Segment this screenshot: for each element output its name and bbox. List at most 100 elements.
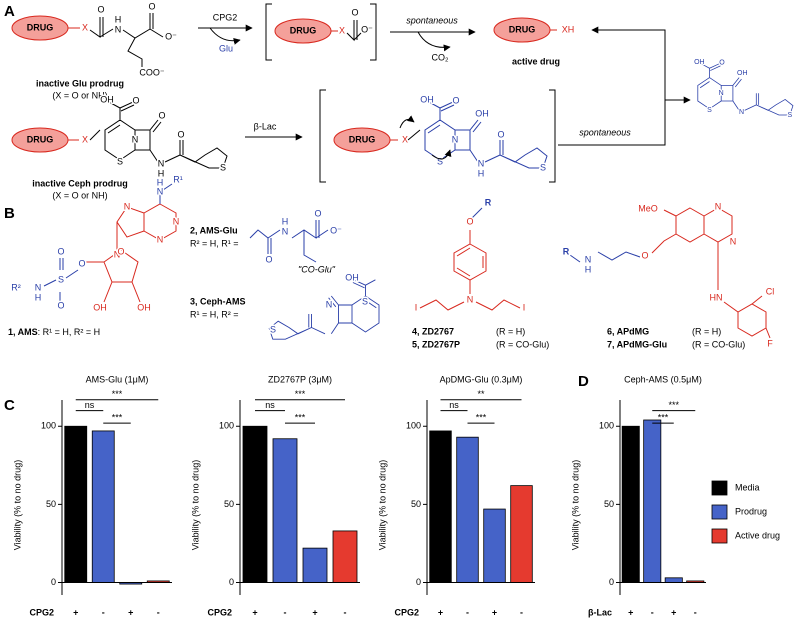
atom: N [157, 186, 164, 196]
atom: N [585, 254, 592, 264]
atom: O⁻ [361, 24, 373, 34]
x-tick-label: + [492, 607, 497, 617]
atom: N [715, 201, 722, 211]
atom: R¹ [173, 174, 183, 184]
atom: O [117, 246, 124, 256]
bar [456, 436, 479, 583]
significance-label: *** [295, 413, 306, 423]
atom: S [362, 296, 368, 306]
compound-name: 2, AMS-Glu [190, 225, 238, 235]
atom: N [158, 158, 165, 168]
atom: O [452, 95, 459, 105]
atom: N [115, 24, 122, 34]
y-tick-label: 0 [229, 577, 234, 587]
atom: N [467, 294, 474, 304]
drug-label: DRUG [290, 25, 317, 35]
step-label: spontaneous [406, 15, 458, 25]
atom: O [132, 95, 139, 105]
atom: MeO [638, 203, 658, 213]
y-axis-label: Viability (% to no drug) [570, 460, 580, 550]
compound-name: 5, ZD2767P [412, 339, 460, 349]
compound-name: 7, APdMG-Glu [607, 339, 667, 349]
compound-def: : R¹ = H, R² = H [38, 327, 101, 337]
x-tick-label: - [694, 607, 697, 617]
atom: O [78, 258, 85, 268]
atom: S [540, 162, 546, 172]
atom: O [148, 1, 155, 11]
bar [64, 425, 88, 583]
atom: OH [475, 108, 489, 118]
compound-name: 6, APdMG [607, 326, 649, 336]
zd2767-structure: O R N I I [413, 196, 527, 314]
glu-note: "CO-Glu" [298, 264, 336, 274]
atom: O [314, 208, 321, 218]
atom: N [730, 236, 737, 246]
x-tick-label: + [312, 607, 317, 617]
caption: (X = O or NH) [52, 190, 107, 200]
y-tick-label: 50 [46, 499, 56, 509]
x-tick-label: + [671, 607, 676, 617]
bar [664, 577, 683, 583]
y-tick-label: 100 [41, 421, 56, 431]
atom: N [452, 134, 459, 144]
panel-label: A [4, 3, 15, 20]
x-axis-label: β-Lac [588, 607, 612, 617]
significance-label: *** [112, 389, 123, 399]
glu-structure: O N H O O⁻ "CO-Glu" [249, 207, 344, 274]
x-axis-label: CPG2 [207, 607, 232, 617]
atom: O [497, 129, 504, 139]
atom: O [57, 246, 64, 256]
atom: N [132, 134, 139, 144]
step-label: spontaneous [579, 127, 631, 137]
atom: OH [137, 302, 151, 312]
carbamate-intermediate: DRUG X O O⁻ [265, 3, 377, 61]
atom: S [270, 324, 276, 334]
atom: O [466, 216, 473, 226]
glu-prodrug: DRUG X O N H O O⁻ COO⁻ inactive Glu prod… [11, 0, 179, 100]
chart-title: AMS-Glu (1μM) [86, 374, 149, 384]
significance-label: *** [295, 389, 306, 399]
atom: H [282, 216, 289, 226]
byproduct-label: CO₂ [432, 52, 450, 62]
atom: S [707, 107, 712, 114]
atom: H [158, 168, 165, 178]
x-tick-label: - [102, 607, 105, 617]
atom: O [57, 300, 64, 310]
atom: N [114, 249, 121, 259]
atom: OH [694, 59, 705, 66]
atom: OH [345, 272, 359, 282]
legend-swatch [711, 504, 728, 520]
y-axis-label: Viability (% to no drug) [377, 460, 387, 550]
atom: N [719, 90, 724, 97]
significance-label: ns [85, 400, 95, 410]
atom: I [523, 302, 526, 312]
atom: N [35, 282, 42, 292]
atom: Cl [766, 286, 775, 296]
y-tick-label: 50 [411, 499, 421, 509]
atom: X [82, 134, 88, 144]
atom: O⁻ [330, 225, 342, 235]
atom: N [157, 234, 164, 244]
ceph-substituent-labels: S OH N S [268, 271, 369, 336]
bar [429, 430, 452, 583]
atom: S [437, 156, 443, 166]
atom: X [339, 25, 345, 35]
bar [302, 547, 328, 583]
bar [242, 425, 268, 583]
atom: H [35, 292, 42, 302]
atom: R [485, 197, 492, 207]
x-tick-label: - [157, 607, 160, 617]
compound-def: (R = CO-Glu) [496, 339, 549, 349]
atom: O [177, 129, 184, 139]
byproduct-label: Glu [219, 43, 233, 53]
atom: F [767, 338, 773, 348]
x-tick-label: + [628, 607, 633, 617]
chart-title: Ceph-AMS (0.5μM) [624, 374, 702, 384]
atom: N [124, 201, 131, 211]
significance-label: ** [477, 389, 485, 399]
compound-name: 3, Ceph-AMS [190, 296, 246, 306]
ams-structure: N H R¹ N N N N O OH OH O S O O N H R² [10, 173, 185, 313]
legend-label: Prodrug [735, 506, 767, 516]
bar [272, 438, 298, 583]
drug-label: DRUG [27, 134, 54, 144]
